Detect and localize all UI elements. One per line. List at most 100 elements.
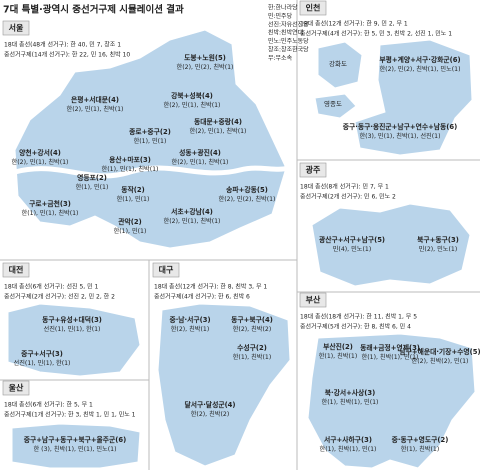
- district-result: 선진(1), 민(1), 한(1): [14, 359, 71, 367]
- legend-item: 친박:친박연대: [268, 29, 303, 37]
- district-name: 동대문+중랑(4): [194, 117, 242, 126]
- district-result: 한(1), 민(1), 친박(1): [22, 209, 79, 217]
- district-name: 동구+유성+대덕(3): [42, 315, 102, 324]
- place-label: 영종도: [324, 99, 342, 108]
- gwangju-map: [311, 203, 471, 287]
- district-name: 동래+금정+연제(3): [360, 343, 420, 352]
- district-result: 한(1), 친박(1), 민(1): [320, 445, 377, 453]
- district-name: 양천+강서(4): [19, 148, 61, 157]
- district-name: 달서구·달성군(4): [184, 400, 235, 409]
- district-name: 중·동구+영도구(2): [392, 435, 449, 444]
- district-result: 한(1), 민(1), 친박(1): [102, 165, 159, 173]
- district-name: 구로+금천(3): [29, 199, 71, 208]
- district-name: 부산진(2): [323, 342, 353, 351]
- section-stat: 18대 총선(6개 선거구): 한 5, 무 1: [4, 401, 93, 409]
- district-name: 송파+강동(5): [226, 185, 268, 194]
- district-name: 강북+성북(4): [171, 91, 213, 100]
- busan-map: [307, 333, 476, 469]
- district-result: 한(2), 친박(2): [191, 410, 230, 418]
- district-name: 동작(2): [121, 185, 144, 194]
- legend-item: 창조:창조한국당: [268, 46, 309, 54]
- district-result: 한(2), 민(1), 친박(1): [67, 105, 124, 113]
- district-result: 한(1), 민(1): [117, 195, 150, 203]
- district-name: 북·강서+사상(3): [325, 388, 376, 397]
- section-stat: 중선거구제(2개 선거구): 선진 2, 민 2, 한 2: [4, 293, 115, 301]
- district-result: 한(2), 민(2), 친박(1): [219, 195, 276, 203]
- district-name: 서초+강남(4): [171, 207, 213, 216]
- district-result: 한(1), 친박(1), 민(1): [322, 398, 379, 406]
- section-tag: [2, 380, 30, 396]
- district-name: 중구+서구(3): [21, 349, 63, 358]
- district-result: 선진(1), 민(1), 한(1): [44, 325, 101, 333]
- section-stat: 18대 총선(12개 선거구): 한 8, 친박 3, 무 1: [154, 283, 267, 291]
- district-name: 중·남·서구(3): [169, 315, 210, 324]
- daegu-map: [157, 303, 291, 467]
- district-name: 남구+해운대·기장+수영(5): [399, 347, 480, 356]
- legend-item: 민노:민주노동당: [268, 37, 309, 45]
- section-tag: [152, 262, 180, 278]
- district-result: 한(2), 친박(2), 민(1): [412, 357, 469, 365]
- district-name: 도봉+노원(5): [184, 53, 226, 62]
- district-result: 한(1), 친박(1): [233, 353, 272, 361]
- section-stat: 중선거구제(4개 선거구): 한 6, 친박 6: [154, 293, 250, 301]
- district-result: 한(2), 민(2), 친박(1), 민노(1): [379, 65, 460, 73]
- section-tag: [299, 292, 327, 308]
- section-name: 서울: [9, 23, 24, 33]
- district-result: 한(2), 친박(2): [233, 325, 272, 333]
- section-tag: [2, 20, 30, 36]
- district-result: 민(4), 민노(1): [333, 245, 372, 253]
- ulsan-map: [11, 423, 141, 469]
- place-label: 강화도: [329, 59, 347, 68]
- district-result: 한(2), 민(1), 친박(1): [164, 217, 221, 225]
- district-result: 한(1), 민(1): [76, 183, 109, 191]
- district-name: 은평+서대문(4): [71, 95, 119, 104]
- legend-item: 한:한나라당: [268, 4, 298, 12]
- section-name: 대구: [159, 265, 174, 275]
- district-result: 한(1), 친박(1): [401, 445, 440, 453]
- district-result: 한(2), 민(1), 친박(1): [164, 101, 221, 109]
- section-stat: 18대 총선(48개 선거구): 한 40, 민 7, 창조 1: [4, 41, 121, 49]
- district-name: 부평+계양+서구·강화군(6): [379, 55, 460, 64]
- district-name: 영등포(2): [77, 173, 107, 182]
- district-name: 수성구(2): [237, 343, 267, 352]
- incheon-map: [314, 93, 357, 119]
- district-result: 한(2), 민(1), 친박(1): [190, 127, 247, 135]
- district-result: 한(2), 민(2), 친박(1): [177, 63, 234, 71]
- han-river: [14, 165, 289, 179]
- legend-item: 선진:자유선진당: [268, 20, 309, 28]
- section-name: 부산: [306, 295, 321, 305]
- district-name: 광산구+서구+남구(5): [319, 235, 385, 244]
- district-name: 서구+사하구(3): [324, 435, 372, 444]
- district-name: 종로+중구(2): [129, 128, 171, 136]
- section-stat: 중선거구제(1개 선거구): 한 3, 친박 1, 민 1, 민노 1: [4, 411, 136, 419]
- district-result: 한(1), 친박(1): [319, 352, 358, 360]
- section-stat: 18대 총선(8개 선거구): 민 7, 무 1: [300, 183, 389, 191]
- district-result: 한(1), 민(1): [134, 137, 167, 145]
- section-stat: 18대 총선(18개 선거구): 한 11, 친박 1, 무 5: [300, 313, 417, 321]
- district-name: 용산+마포(3): [109, 155, 151, 164]
- district-result: 민(2), 민노(1): [419, 245, 458, 253]
- section-stat: 중선거구제(5개 선거구): 한 8, 친박 6, 민 4: [300, 323, 411, 331]
- section-stat: 18대 총선(12개 선거구): 한 9, 민 2, 무 1: [300, 20, 408, 28]
- section-stat: 중선거구제(4개 선거구): 한 5, 민 3, 친박 2, 선진 1, 민노 …: [300, 30, 452, 38]
- district-name: 동구+북구(4): [231, 315, 273, 324]
- section-name: 대전: [9, 265, 24, 275]
- section-tag: [299, 0, 327, 16]
- title: 7대 특별·광역시 중선거구제 시뮬레이션 결과: [3, 4, 184, 16]
- legend-item: 무:무소속: [268, 54, 293, 62]
- district-result: 한(3), 민(1), 친박(1), 선진(1): [359, 132, 440, 140]
- section-name: 인천: [306, 3, 321, 13]
- district-result: 한(2), 민(1), 친박(1): [12, 158, 69, 166]
- district-name: 관악(2): [118, 217, 141, 226]
- district-name: 북구+동구(3): [417, 235, 459, 244]
- district-result: 한(2), 민(1), 친박(1): [172, 158, 229, 166]
- incheon-map: [354, 39, 473, 156]
- section-stat: 중선거구제(2개 선거구): 민 6, 민노 2: [300, 193, 396, 201]
- district-name: 중구+남구+동구+북구+울주군(6): [24, 435, 127, 444]
- section-name: 울산: [9, 383, 24, 393]
- section-stat: 18대 총선(6개 선거구): 선진 5, 민 1: [4, 283, 99, 291]
- district-result: 한 (3), 친박(1), 민(1), 민노(1): [34, 445, 117, 453]
- section-tag: [299, 162, 327, 178]
- district-name: 성동+광진(4): [179, 148, 221, 157]
